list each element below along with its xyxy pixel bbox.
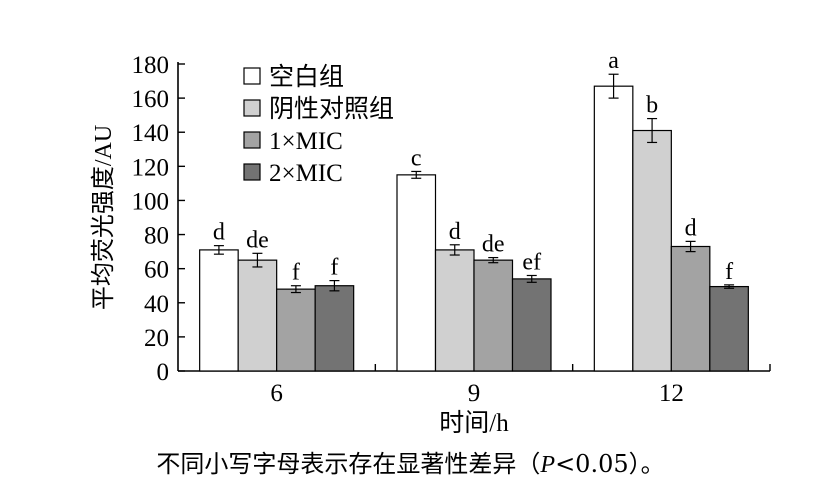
bar bbox=[709, 285, 749, 372]
bar bbox=[396, 174, 437, 372]
figure-caption: 不同小写字母表示存在显著性差异（P<0.05）。 bbox=[0, 444, 821, 479]
y-tick-label: 80 bbox=[144, 223, 169, 250]
significance-letter: f bbox=[292, 260, 300, 286]
y-tick-label: 140 bbox=[132, 120, 170, 147]
significance-letter: de bbox=[482, 232, 505, 258]
x-tick-label: 12 bbox=[659, 380, 684, 407]
bar bbox=[314, 285, 355, 372]
y-tick-label: 20 bbox=[144, 325, 169, 352]
caption-text: 不同小写字母表示存在显著性差异（ bbox=[156, 450, 541, 478]
legend-swatch bbox=[243, 131, 261, 149]
y-tick-label: 180 bbox=[132, 52, 170, 79]
significance-letter: a bbox=[608, 48, 619, 74]
legend-swatch bbox=[243, 67, 261, 85]
bar bbox=[632, 129, 672, 372]
legend-swatch bbox=[243, 99, 261, 117]
significance-letter: d bbox=[449, 219, 461, 245]
y-tick-label: 0 bbox=[157, 359, 170, 386]
y-axis-label: 平均荧光强度/AU bbox=[90, 125, 117, 310]
legend-label: 1×MIC bbox=[269, 128, 343, 155]
significance-letter: f bbox=[330, 255, 338, 281]
y-tick-label: 160 bbox=[132, 86, 170, 113]
y-tick-label: 120 bbox=[132, 154, 170, 181]
caption-p-symbol: P bbox=[540, 452, 556, 478]
bar bbox=[199, 249, 239, 372]
significance-letter: de bbox=[246, 227, 269, 253]
bar bbox=[237, 259, 278, 372]
bar bbox=[434, 249, 475, 372]
legend-swatch bbox=[243, 163, 261, 181]
legend-label: 阴性对照组 bbox=[269, 95, 394, 123]
legend-label: 空白组 bbox=[269, 63, 344, 91]
bar bbox=[276, 288, 316, 372]
significance-letter: d bbox=[685, 215, 697, 241]
significance-letter: c bbox=[411, 145, 422, 171]
significance-letter: f bbox=[725, 259, 733, 285]
y-tick-label: 60 bbox=[144, 257, 169, 284]
bar bbox=[473, 259, 514, 372]
x-tick-label: 6 bbox=[270, 380, 283, 407]
x-axis-label: 时间/h bbox=[439, 409, 509, 437]
y-tick-label: 40 bbox=[144, 291, 169, 318]
x-tick-label: 9 bbox=[468, 380, 481, 407]
significance-letter: b bbox=[646, 93, 658, 119]
caption-text-after: <0.05）。 bbox=[555, 450, 665, 478]
legend-label: 2×MIC bbox=[269, 160, 343, 187]
significance-letter: d bbox=[213, 220, 225, 246]
significance-letter: ef bbox=[522, 249, 541, 275]
bar bbox=[670, 245, 711, 372]
bar bbox=[511, 278, 552, 372]
y-tick-label: 100 bbox=[132, 188, 170, 215]
bar bbox=[593, 85, 634, 372]
